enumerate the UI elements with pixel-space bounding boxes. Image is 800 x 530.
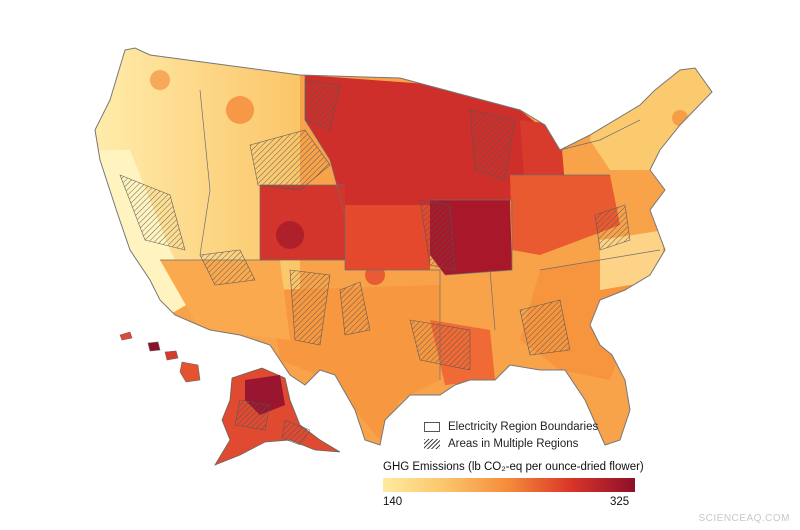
- region-carolinas: [600, 230, 665, 290]
- us-outline: [94, 47, 713, 446]
- region-upper-midwest: [305, 75, 545, 215]
- alaska: [214, 367, 341, 466]
- boundary-swatch: [424, 422, 440, 432]
- color-scale-bar: [383, 478, 635, 492]
- legend-multi-region: Areas in Multiple Regions: [424, 438, 578, 450]
- region-colorado: [260, 185, 345, 260]
- contiguous-us: [95, 48, 712, 445]
- legend-multi-region-label: Areas in Multiple Regions: [448, 438, 579, 450]
- electricity-region-boundaries: [160, 75, 661, 380]
- color-scale-title: GHG Emissions (lb CO₂-eq per ounce-dried…: [383, 461, 644, 473]
- hawaii: [119, 331, 201, 383]
- region-ohio-valley: [510, 175, 620, 255]
- color-scale-min: 140: [383, 496, 403, 508]
- region-southwest: [160, 260, 290, 340]
- region-central-plains: [345, 205, 430, 270]
- color-scale-max: 325: [610, 496, 630, 508]
- watermark: SCIENCEAQ.COM: [698, 513, 790, 524]
- legend-boundaries-label: Electricity Region Boundaries: [448, 421, 599, 433]
- legend-boundaries: Electricity Region Boundaries: [424, 421, 598, 433]
- hatch-swatch: [424, 439, 440, 449]
